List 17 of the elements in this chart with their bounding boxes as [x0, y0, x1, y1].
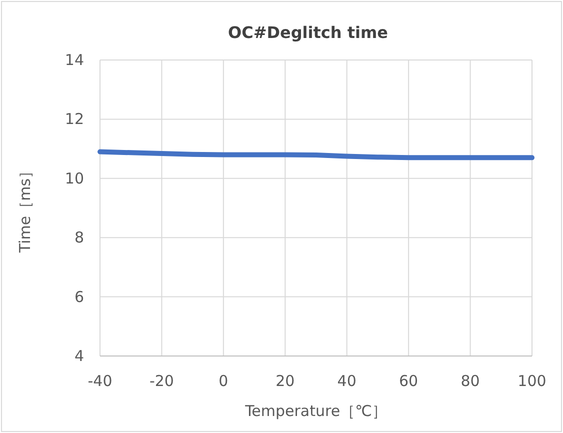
x-tick-label: 60 — [399, 372, 418, 390]
x-tick-label: -40 — [88, 372, 112, 390]
y-tick-label: 10 — [64, 169, 84, 188]
y-tick-label: 4 — [74, 347, 84, 365]
x-tick-label: 100 — [518, 372, 546, 390]
y-axis-title: Time［ms］ — [16, 163, 34, 254]
x-tick-label: 0 — [218, 372, 228, 390]
x-tick-label: 40 — [337, 372, 356, 390]
y-tick-label: 8 — [74, 228, 84, 247]
x-tick-label: 20 — [276, 372, 295, 390]
chart-title: OC#Deglitch time — [228, 23, 388, 42]
x-tick-label: -20 — [149, 372, 174, 390]
x-tick-label: 80 — [460, 372, 480, 390]
y-tick-label: 6 — [74, 288, 84, 306]
y-tick-label: 12 — [64, 110, 84, 128]
x-axis-title: Temperature［℃］ — [244, 402, 387, 420]
y-tick-label: 14 — [64, 51, 84, 69]
